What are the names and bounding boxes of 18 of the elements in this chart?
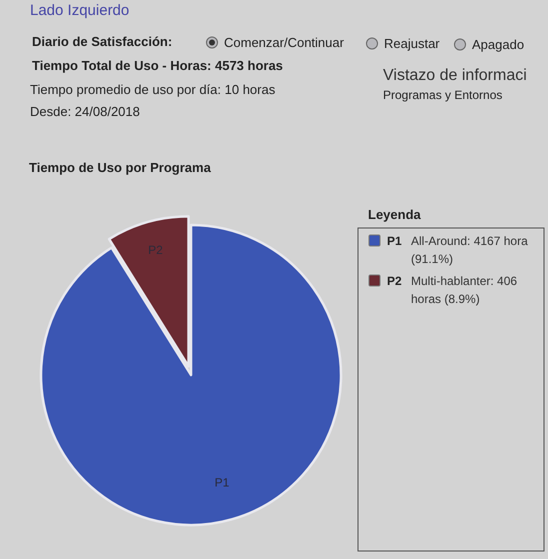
text: Lado Izquierdo [30, 2, 130, 19]
text: Vistazo de informaci [383, 67, 527, 84]
legend-title: Leyenda [368, 207, 422, 222]
text: Programas y Entornos [383, 88, 502, 102]
data-label: All-Around: 4167 hora (91.1%) [411, 234, 528, 266]
text: Tiempo promedio de uso por día: 10 horas [30, 82, 276, 97]
text: Apagado [472, 37, 524, 52]
data-label: Multi-hablanter: 406 horas (8.9%) [411, 274, 518, 306]
text: Tiempo Total de Uso - Horas: 4573 horas [32, 58, 283, 73]
legend-label: P2 [387, 274, 402, 288]
text: Diario de Satisfacción: [32, 34, 172, 49]
text: Desde: 24/08/2018 [30, 104, 140, 119]
legend-label: P1 [387, 234, 402, 248]
text: Reajustar [384, 36, 440, 51]
text: Comenzar/Continuar [224, 35, 345, 50]
slice-label: P2 [148, 243, 164, 258]
slice-label: P1 [214, 475, 230, 490]
chart-title: Tiempo de Uso por Programa [29, 160, 212, 175]
